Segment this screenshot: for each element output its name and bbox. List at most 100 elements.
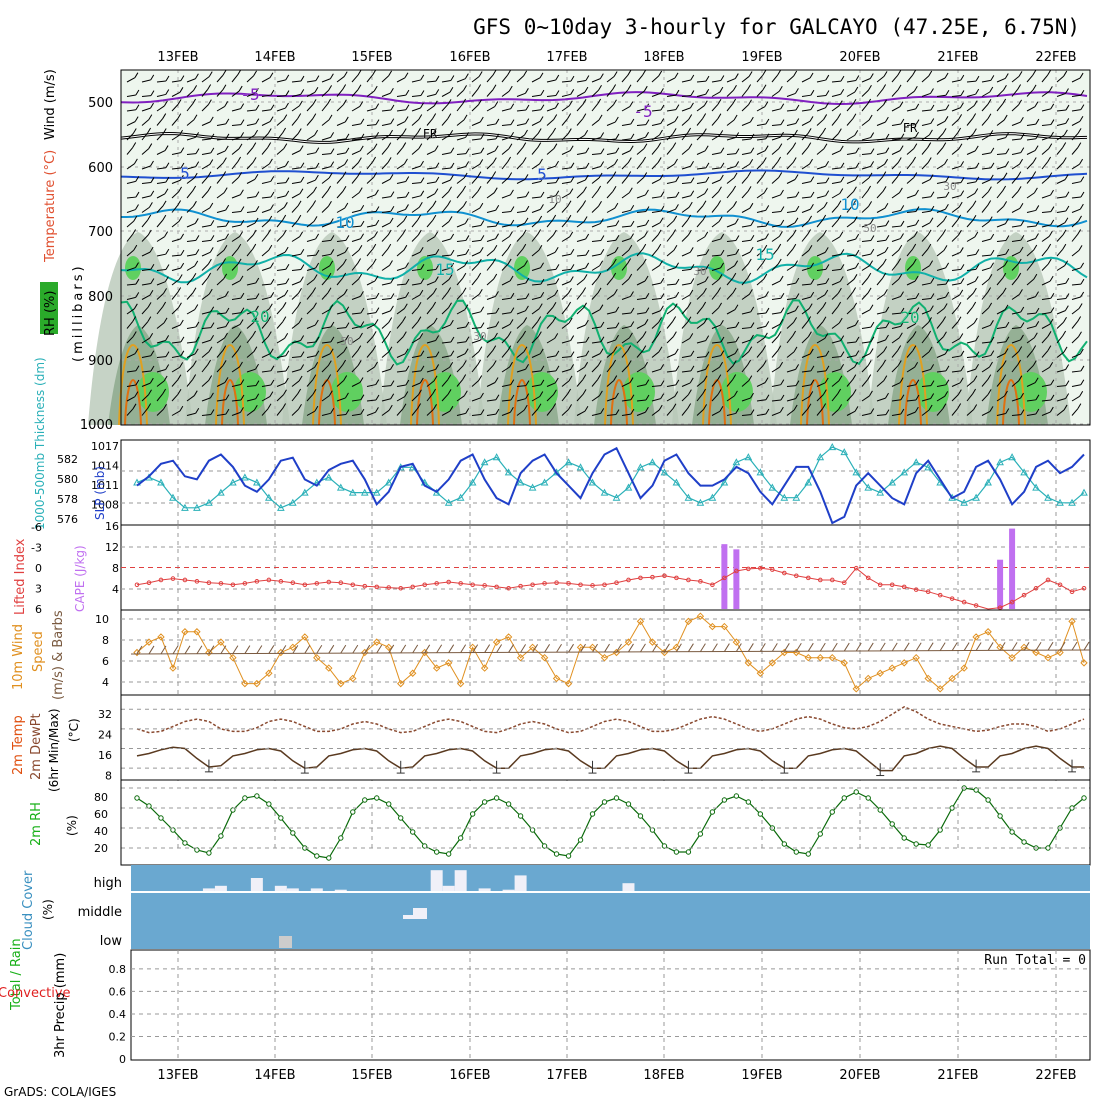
wind-barb — [231, 411, 241, 416]
wind-barb-flag — [1063, 129, 1068, 136]
wind-barb-flag — [297, 301, 302, 308]
wind-barb — [816, 219, 824, 228]
wind-barb — [441, 152, 451, 155]
li-point — [398, 585, 404, 591]
wind-barb-flag — [237, 243, 242, 250]
wind-barb-flag — [135, 262, 139, 268]
wind-speed-point — [349, 674, 357, 683]
wind-barb-flag — [132, 331, 137, 337]
wind-barb-flag — [703, 404, 708, 410]
wind-barb — [831, 105, 840, 112]
wind-barb-flag — [447, 200, 452, 206]
wind-barb-flag — [495, 394, 500, 400]
wind-barb — [855, 642, 862, 652]
wind-barb-flag — [1005, 132, 1010, 138]
wind-barb — [381, 368, 391, 373]
wind-barb-flag — [1049, 362, 1054, 368]
wind-barb-flag — [732, 98, 737, 105]
wind-barb-flag — [1078, 245, 1083, 251]
wind-barb-flag — [792, 243, 797, 250]
wind-barb — [291, 219, 299, 228]
wind-barb-flag — [837, 200, 842, 207]
wind-barb-flag — [762, 84, 767, 91]
wind-barb-flag — [327, 98, 332, 105]
wind-speed-point — [193, 628, 201, 636]
wind-barb-flag — [583, 302, 587, 309]
wind-barb-flag — [480, 235, 485, 241]
wind-barb-flag — [509, 231, 513, 237]
wind-barb-flag — [1077, 403, 1082, 409]
wind-barb-flag — [915, 219, 920, 226]
wind-barb-flag — [957, 229, 962, 236]
wind-barb-flag — [717, 374, 722, 380]
wind-barb-flag — [660, 88, 664, 94]
wind-barb — [231, 236, 240, 242]
wind-barb — [1041, 312, 1051, 315]
thickness-point — [756, 468, 765, 476]
wind-barb-flag — [372, 345, 377, 351]
wind-barb — [516, 234, 524, 242]
wind-barb — [261, 308, 270, 315]
wind-barb — [516, 265, 525, 271]
wind-barb — [786, 75, 795, 83]
wind-barb-flag — [795, 277, 800, 284]
wind-barb-flag — [150, 365, 155, 372]
wind-barb-flag — [702, 113, 707, 119]
wind-barb-flag — [810, 379, 815, 386]
wind-barb-flag — [732, 185, 737, 192]
wind-barb-flag — [840, 364, 845, 370]
wind-barb — [771, 399, 781, 402]
wind-barb-flag — [133, 303, 138, 310]
wind-barb-flag — [313, 302, 317, 309]
wind-barb — [651, 179, 661, 184]
wind-barb — [306, 324, 316, 329]
wind-barb-flag — [567, 128, 572, 134]
wind-barb — [501, 312, 511, 315]
wind-barb — [156, 408, 164, 416]
wind-barb-flag — [943, 303, 948, 309]
wind-barb — [591, 326, 601, 329]
wind-barb-flag — [795, 380, 800, 386]
wind-barb — [966, 280, 976, 286]
wind-barb — [771, 161, 778, 170]
wind-barb — [576, 394, 584, 402]
wind-barb-flag — [899, 377, 904, 383]
date-label-bottom: 20FEB — [839, 1068, 880, 1083]
wind-barb-flag — [762, 345, 767, 351]
wind-barb — [636, 108, 646, 112]
wind-barb — [261, 249, 270, 257]
wind-barb-flag — [1004, 304, 1009, 311]
wind-barb-flag — [330, 408, 335, 414]
wind-barb — [591, 379, 599, 387]
pressure-tick: 800 — [88, 290, 113, 305]
wind-barb — [846, 103, 854, 112]
wind-barb-flag — [987, 98, 992, 105]
wind-barb — [621, 350, 629, 358]
wind-barb-flag — [765, 408, 770, 415]
wind-barb — [726, 292, 734, 300]
cloud-high-bar — [430, 870, 443, 891]
wind-barb-flag — [450, 262, 455, 269]
wind-barb-flag — [600, 321, 605, 328]
wind-barb-flag — [538, 303, 543, 309]
wind-barb-flag — [915, 394, 920, 401]
label-rh: RH (%) — [43, 291, 58, 336]
wind-barb-flag — [480, 409, 485, 415]
wind-barb-flag — [762, 171, 767, 177]
wind-barb-flag — [582, 389, 587, 395]
wind-barb — [321, 166, 331, 170]
wind-barb — [276, 321, 284, 329]
wind-barb — [136, 645, 143, 655]
wind-barb-flag — [432, 200, 437, 207]
wind-barb — [621, 106, 631, 112]
wind-barb — [771, 194, 781, 199]
wind-barb-flag — [480, 306, 485, 313]
wind-barb — [456, 205, 464, 213]
wind-barb — [141, 382, 151, 387]
wind-barb — [756, 413, 766, 416]
wind-barb — [336, 251, 346, 257]
wind-barb-flag — [312, 374, 317, 380]
wind-barb-flag — [478, 288, 483, 295]
wind-barb-flag — [972, 113, 977, 119]
wind-barb-flag — [660, 277, 665, 284]
